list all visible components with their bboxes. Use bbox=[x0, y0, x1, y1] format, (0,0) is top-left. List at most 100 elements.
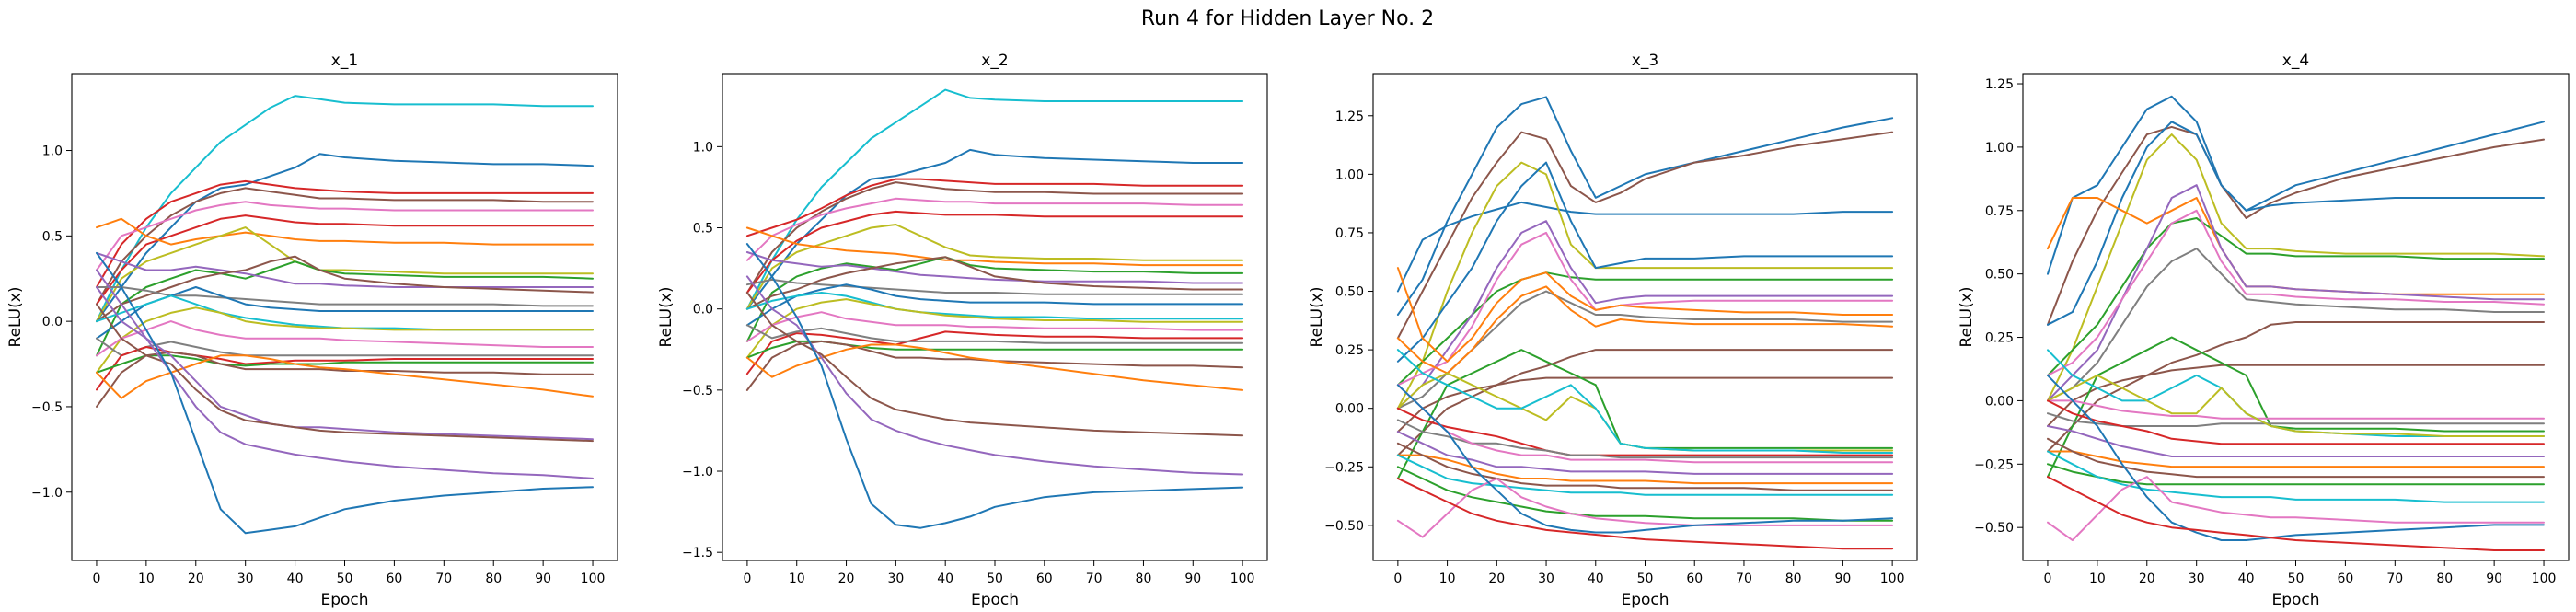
y-tick-label: 0.75 bbox=[1985, 204, 2014, 219]
y-tick-label: 1.0 bbox=[42, 144, 63, 159]
series-line-20 bbox=[2047, 437, 2545, 479]
series-line-4 bbox=[2047, 133, 2545, 402]
axes-frame bbox=[71, 73, 618, 561]
series-line-21 bbox=[96, 354, 594, 399]
x-tick-label: 70 bbox=[1086, 572, 1103, 586]
x-tick-label: 100 bbox=[581, 572, 606, 586]
series-line-23 bbox=[745, 292, 1244, 437]
x-tick-label: 30 bbox=[1538, 572, 1554, 586]
x-tick-label: 70 bbox=[435, 572, 452, 586]
y-tick-label: 0.50 bbox=[1335, 285, 1364, 300]
series-line-7 bbox=[1396, 220, 1894, 410]
series-line-24 bbox=[96, 286, 594, 479]
series-line-14 bbox=[745, 292, 1244, 320]
series-line-7 bbox=[2047, 184, 2545, 402]
x-tick-label: 20 bbox=[188, 572, 204, 586]
series-line-12 bbox=[2047, 336, 2545, 479]
series-line-18 bbox=[745, 324, 1244, 344]
series-line-15 bbox=[745, 298, 1244, 359]
series-line-24 bbox=[1396, 466, 1894, 522]
series-line-23 bbox=[1396, 454, 1894, 496]
x-tick-label: 90 bbox=[1184, 572, 1201, 586]
series-line-20 bbox=[1396, 431, 1894, 475]
axes-frame bbox=[2022, 73, 2570, 561]
series-line-15 bbox=[1396, 372, 1894, 452]
x-tick-label: 40 bbox=[937, 572, 953, 586]
series-group bbox=[96, 95, 594, 535]
y-axis-label: ReLU(x) bbox=[1958, 287, 1976, 348]
series-line-4 bbox=[96, 187, 594, 306]
x-tick-label: 50 bbox=[987, 572, 1003, 586]
series-line-6 bbox=[1396, 271, 1894, 387]
series-line-21 bbox=[2047, 463, 2545, 486]
series-line-3 bbox=[96, 179, 594, 288]
series-line-16 bbox=[96, 320, 594, 357]
series-line-6 bbox=[745, 210, 1244, 294]
x-tick-label: 70 bbox=[2386, 572, 2403, 586]
x-tick-label: 90 bbox=[2486, 572, 2502, 586]
series-line-11 bbox=[2047, 364, 2545, 427]
series-line-17 bbox=[96, 337, 594, 357]
series-line-9 bbox=[2047, 248, 2545, 402]
series-line-13 bbox=[2047, 399, 2545, 420]
x-tick-label: 10 bbox=[789, 572, 805, 586]
x-tick-label: 0 bbox=[1393, 572, 1402, 586]
x-axis-label: Epoch bbox=[971, 591, 1019, 609]
series-line-8 bbox=[2047, 209, 2545, 376]
series-line-5 bbox=[96, 201, 594, 271]
subplot-title: x_2 bbox=[981, 52, 1008, 70]
y-tick-label: 1.00 bbox=[1335, 167, 1364, 182]
series-line-8 bbox=[1396, 231, 1894, 387]
series-line-25 bbox=[1396, 478, 1894, 538]
series-line-7 bbox=[96, 217, 594, 246]
subplot-1: 0 10 20 30 40 50 60 70 80 90 100 −1.0 −0.5 0.0 0.5 1.0 x… bbox=[6, 52, 618, 609]
x-tick-label: 40 bbox=[2238, 572, 2255, 586]
y-tick-label: −0.5 bbox=[31, 400, 63, 415]
x-tick-label: 90 bbox=[535, 572, 551, 586]
series-line-1 bbox=[1396, 96, 1894, 316]
x-tick-label: 20 bbox=[1488, 572, 1505, 586]
series-line-22 bbox=[745, 275, 1244, 476]
series-line-7 bbox=[745, 224, 1244, 310]
x-axis-label: Epoch bbox=[1621, 591, 1669, 609]
y-tick-label: 0.25 bbox=[1335, 343, 1364, 358]
x-tick-label: 30 bbox=[887, 572, 904, 586]
y-tick-label: −0.5 bbox=[682, 384, 713, 398]
series-line-19 bbox=[1396, 384, 1894, 464]
series-line-25 bbox=[96, 251, 594, 535]
x-tick-label: 50 bbox=[1637, 572, 1654, 586]
x-tick-label: 60 bbox=[1036, 572, 1053, 586]
y-tick-label: 0.00 bbox=[1335, 402, 1364, 417]
series-line-4 bbox=[1396, 161, 1894, 410]
series-line-11 bbox=[1396, 285, 1894, 375]
x-tick-label: 80 bbox=[2436, 572, 2453, 586]
y-tick-label: −1.0 bbox=[31, 486, 63, 501]
x-tick-label: 90 bbox=[1834, 572, 1851, 586]
x-tick-label: 50 bbox=[337, 572, 353, 586]
series-line-27 bbox=[1396, 478, 1894, 550]
series-line-10 bbox=[745, 251, 1244, 284]
y-tick-label: 0.5 bbox=[693, 222, 713, 237]
series-line-9 bbox=[96, 260, 594, 357]
x-tick-label: 10 bbox=[2089, 572, 2106, 586]
x-tick-label: 100 bbox=[1230, 572, 1255, 586]
x-tick-label: 80 bbox=[1136, 572, 1152, 586]
y-tick-label: −1.5 bbox=[682, 546, 713, 560]
x-tick-label: 100 bbox=[1880, 572, 1905, 586]
y-tick-label: −0.50 bbox=[1974, 521, 2014, 536]
series-line-26 bbox=[1396, 384, 1894, 534]
subplot-title: x_3 bbox=[1632, 52, 1658, 70]
series-group bbox=[1396, 96, 1894, 550]
y-tick-label: 0.25 bbox=[1985, 331, 2014, 346]
x-tick-label: 30 bbox=[237, 572, 254, 586]
series-line-18 bbox=[2047, 425, 2545, 457]
y-axis-label: ReLU(x) bbox=[6, 287, 25, 348]
series-line-11 bbox=[96, 255, 594, 323]
y-tick-label: −1.0 bbox=[682, 465, 713, 479]
subplot-3: 0 10 20 30 40 50 60 70 80 90 100 −0.50 −0.25 0.00 0.25… bbox=[1308, 52, 1918, 609]
series-line-17 bbox=[2047, 399, 2545, 445]
series-line-15 bbox=[96, 306, 594, 374]
x-tick-label: 60 bbox=[2337, 572, 2353, 586]
y-tick-label: 0.50 bbox=[1985, 268, 2014, 283]
